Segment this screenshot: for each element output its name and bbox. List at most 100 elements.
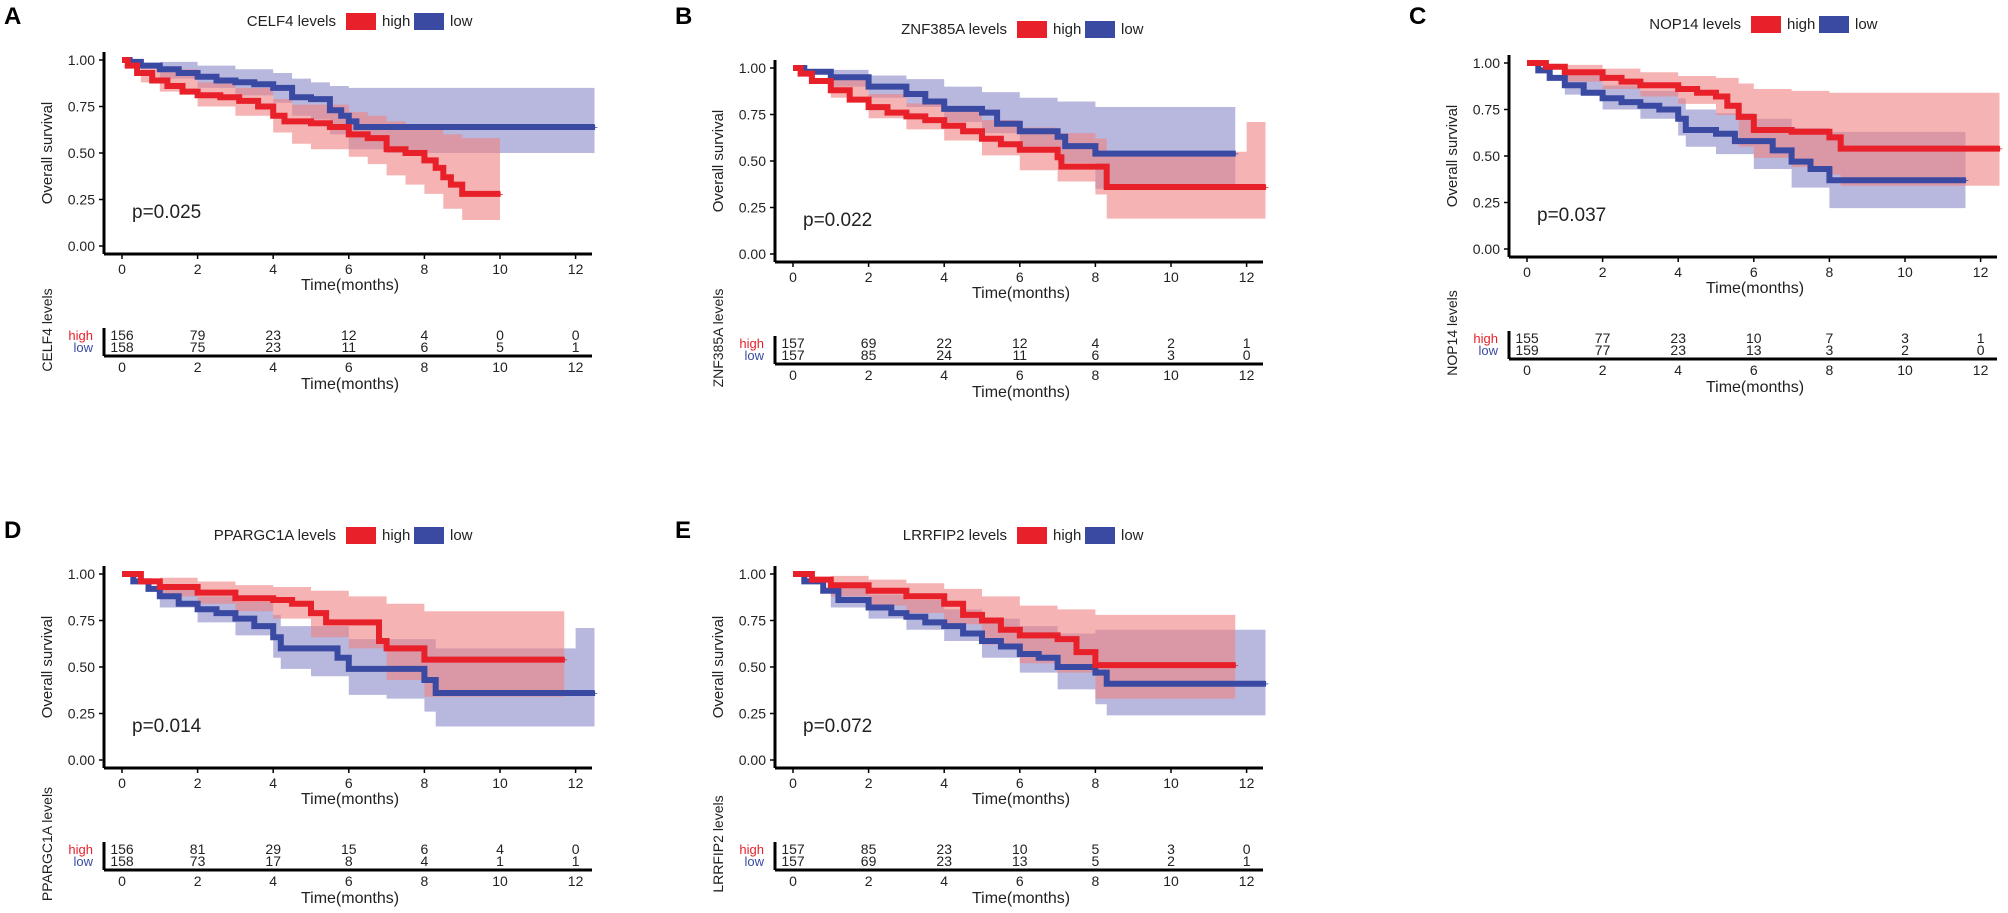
censor-mark-high: + [497,189,503,201]
risk-x-tick-label: 10 [1163,367,1179,383]
risk-count-low: 159 [1515,342,1539,358]
risk-count-high: 1 [1243,335,1251,351]
y-tick-label: 0.00 [739,246,766,262]
x-axis-label: Time(months) [972,791,1070,808]
risk-count-low: 1 [572,339,580,355]
km-curve-low [793,65,1236,157]
risk-x-tick-label: 2 [865,873,873,889]
risk-count-low: 158 [110,853,134,869]
risk-x-tick-label: 0 [118,359,126,375]
risk-count-high: 79 [190,327,206,343]
risk-count-high: 77 [1595,330,1611,346]
x-tick-label: 10 [1163,775,1179,791]
legend-swatch-low [414,13,444,30]
risk-x-tick-label: 6 [1016,873,1024,889]
censor-mark-high: + [561,655,567,667]
risk-x-tick-label: 4 [269,873,277,889]
risk-x-tick-label: 10 [1163,873,1179,889]
censor-mark-low: + [1263,679,1269,691]
y-tick-label: 0.25 [739,200,766,216]
risk-count-low: 4 [421,853,429,869]
risk-x-tick-label: 12 [1239,367,1255,383]
risk-count-high: 69 [861,335,877,351]
risk-x-axis-label: Time(months) [301,376,399,393]
x-tick-label: 2 [865,775,873,791]
risk-row-label-low: low [73,340,93,355]
y-tick-label: 0.25 [739,706,766,722]
p-value: p=0.037 [1537,205,1606,226]
risk-table-label: CELF4 levels [39,288,55,371]
legend-label-low: low [450,13,473,30]
risk-count-high: 22 [936,335,952,351]
legend-label-high: high [382,527,410,544]
y-tick-label: 0.00 [68,238,95,254]
censor-mark-low: + [592,688,598,700]
km-curve-low [793,571,1266,687]
risk-x-axis-label: Time(months) [972,384,1070,401]
risk-count-low: 0 [1977,342,1985,358]
risk-row-label-high: high [1473,331,1498,346]
risk-count-low: 5 [1092,853,1100,869]
risk-count-high: 0 [572,327,580,343]
km-panel-d: D PPARGC1A levels high low++0.000.250.500.7… [4,517,598,907]
y-tick-label: 1.00 [1473,55,1500,71]
risk-count-low: 85 [861,347,877,363]
ci-band-high [793,68,1266,221]
y-tick-label: 1.00 [68,566,95,582]
censor-mark-low: + [1232,149,1238,161]
legend-title: ZNF385A levels [901,21,1007,38]
km-curve-high [122,57,500,197]
x-tick-label: 0 [789,269,797,285]
risk-x-tick-label: 6 [345,873,353,889]
legend-swatch-low [1085,527,1115,544]
x-tick-label: 8 [421,775,429,791]
risk-x-tick-label: 2 [194,873,202,889]
risk-count-low: 3 [1167,347,1175,363]
risk-count-high: 29 [265,841,281,857]
censor-mark-high: + [1232,660,1238,672]
censor-mark-high: + [1263,182,1269,194]
risk-count-high: 3 [1167,841,1175,857]
x-tick-label: 4 [1674,264,1682,280]
legend-title: CELF4 levels [247,13,336,30]
legend-label-high: high [1787,16,1815,33]
risk-count-high: 23 [936,841,952,857]
risk-count-low: 6 [421,339,429,355]
risk-count-low: 2 [1167,853,1175,869]
risk-x-tick-label: 4 [1674,362,1682,378]
risk-count-low: 17 [265,853,281,869]
x-axis-label: Time(months) [1706,280,1804,297]
risk-count-low: 1 [496,853,504,869]
risk-table-label: LRRFIP2 levels [710,795,726,892]
y-axis-label: Overall survival [39,616,56,719]
legend-swatch-low [1819,16,1849,33]
risk-table-label: ZNF385A levels [710,289,726,388]
risk-count-high: 156 [110,327,134,343]
x-tick-label: 12 [568,775,584,791]
y-axis-label: Overall survival [1444,105,1461,208]
risk-count-low: 158 [110,339,134,355]
legend-label-low: low [1121,527,1144,544]
risk-count-high: 4 [1092,335,1100,351]
x-tick-label: 2 [1599,264,1607,280]
y-tick-label: 0.50 [1473,148,1500,164]
y-axis-label: Overall survival [710,616,727,719]
censor-mark-low: + [1962,175,1968,187]
y-axis-label: Overall survival [39,102,56,205]
risk-table-label: NOP14 levels [1444,290,1460,376]
x-tick-label: 12 [568,261,584,277]
km-panel-c: C NOP14 levels high low++0.000.250.500.751.… [1409,3,2003,396]
legend-title: PPARGC1A levels [214,527,336,544]
km-panel-b: B ZNF385A levels high low++0.000.250.500.75… [675,3,1269,401]
risk-count-low: 157 [781,347,805,363]
risk-count-low: 1 [572,853,580,869]
risk-count-low: 23 [936,853,952,869]
km-curve-low [122,571,595,696]
risk-count-low: 2 [1901,342,1909,358]
y-tick-label: 0.75 [739,107,766,123]
risk-x-tick-label: 10 [492,873,508,889]
risk-count-high: 156 [110,841,134,857]
risk-count-low: 1 [1243,853,1251,869]
km-curve-high [1527,60,2000,152]
